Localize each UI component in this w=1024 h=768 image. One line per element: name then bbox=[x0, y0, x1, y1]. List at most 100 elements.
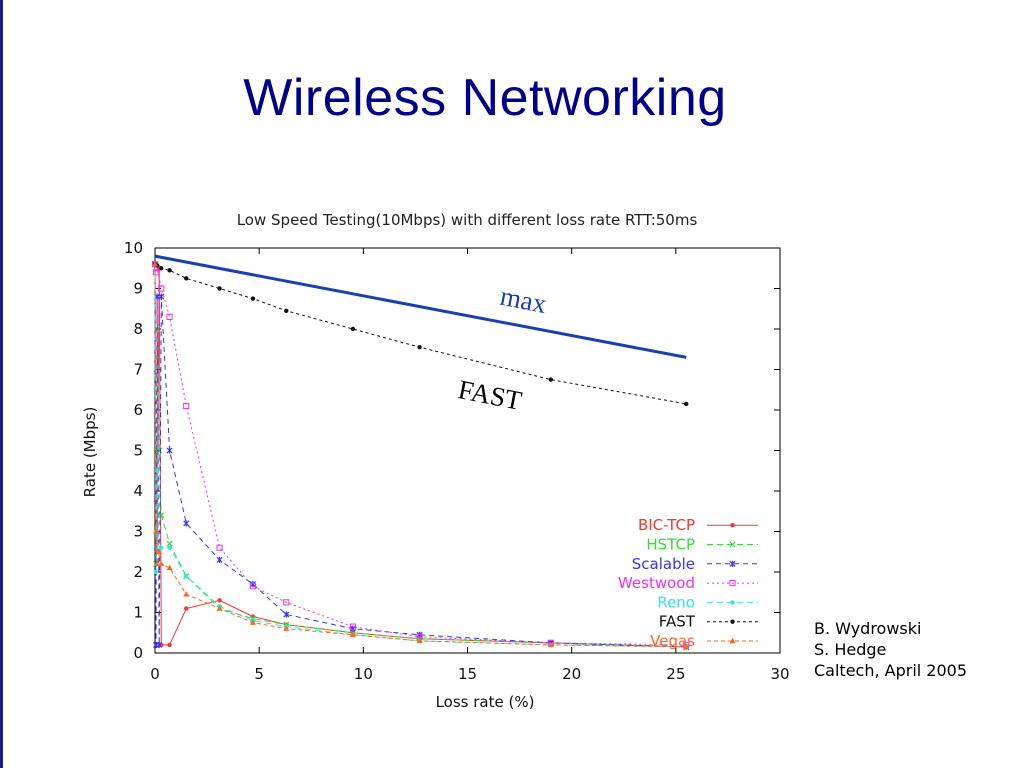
data-point bbox=[159, 266, 164, 271]
data-point bbox=[156, 548, 163, 554]
legend-label: HSTCP bbox=[646, 536, 695, 554]
series-line bbox=[154, 264, 687, 648]
data-point bbox=[166, 540, 173, 547]
data-point bbox=[156, 641, 163, 648]
data-point bbox=[349, 623, 357, 630]
y-tick-label: 3 bbox=[133, 523, 143, 541]
data-point bbox=[250, 296, 256, 301]
data-point bbox=[183, 402, 190, 410]
series-line bbox=[154, 264, 687, 648]
max-line bbox=[154, 254, 687, 359]
data-point bbox=[217, 286, 222, 291]
legend-label: FAST bbox=[659, 613, 696, 631]
credits: B. Wydrowski S. Hedge Caltech, April 200… bbox=[814, 618, 967, 681]
legend-item: Vegas bbox=[650, 632, 758, 650]
series-westwood bbox=[151, 261, 690, 648]
series-line bbox=[154, 264, 687, 646]
data-point bbox=[417, 345, 422, 350]
data-point bbox=[158, 293, 165, 300]
plot-area-frame bbox=[154, 247, 781, 654]
data-point bbox=[166, 313, 173, 320]
data-point bbox=[249, 583, 257, 590]
series-vegas bbox=[152, 261, 690, 650]
x-axis-label: Loss rate (%) bbox=[436, 693, 535, 711]
data-point bbox=[349, 631, 356, 637]
data-point bbox=[158, 560, 165, 567]
data-point bbox=[156, 447, 163, 454]
data-point bbox=[283, 611, 290, 618]
data-point bbox=[183, 591, 190, 597]
y-tick-label: 7 bbox=[133, 361, 143, 379]
y-tick-label: 0 bbox=[133, 644, 143, 662]
y-axis-label: Rate (Mbps) bbox=[81, 407, 99, 498]
y-tick-label: 2 bbox=[133, 563, 143, 581]
y-tick-label: 4 bbox=[133, 482, 143, 500]
y-tick-label: 8 bbox=[133, 320, 143, 338]
data-point bbox=[159, 545, 164, 550]
data-point bbox=[167, 642, 172, 648]
series-line bbox=[154, 264, 687, 648]
legend-label: Scalable bbox=[632, 555, 695, 573]
credit-author-2: S. Hedge bbox=[814, 640, 887, 659]
credit-author-1: B. Wydrowski bbox=[814, 619, 922, 638]
x-tick-label: 25 bbox=[666, 665, 685, 683]
y-tick-label: 6 bbox=[133, 401, 143, 419]
legend-marker bbox=[729, 560, 736, 567]
x-tick-label: 5 bbox=[254, 665, 264, 683]
data-point bbox=[154, 560, 161, 567]
legend-label: Reno bbox=[657, 593, 695, 611]
legend-marker bbox=[729, 541, 736, 548]
data-point bbox=[683, 643, 690, 650]
data-point bbox=[684, 401, 689, 407]
x-tick-label: 30 bbox=[770, 665, 789, 683]
data-point bbox=[217, 598, 222, 603]
data-point bbox=[167, 268, 172, 273]
data-point bbox=[548, 377, 554, 382]
series-lines bbox=[151, 261, 690, 651]
data-point bbox=[216, 605, 223, 611]
data-point bbox=[152, 269, 160, 276]
y-tick-label: 10 bbox=[124, 239, 143, 257]
data-point bbox=[283, 625, 290, 631]
y-tick-label: 1 bbox=[133, 604, 143, 622]
data-point bbox=[249, 581, 256, 588]
overlay-lines bbox=[154, 254, 687, 359]
x-tick-label: 0 bbox=[150, 665, 160, 683]
series-fast bbox=[152, 262, 689, 407]
legend-item: Scalable bbox=[632, 555, 758, 573]
legend-label: Westwood bbox=[618, 574, 695, 592]
legend-label: BIC-TCP bbox=[638, 516, 695, 534]
chart-title: Low Speed Testing(10Mbps) with different… bbox=[237, 211, 698, 229]
data-point bbox=[184, 276, 189, 281]
legend-marker bbox=[729, 637, 736, 644]
data-point bbox=[349, 625, 356, 632]
data-point bbox=[167, 545, 172, 550]
data-point bbox=[284, 308, 289, 313]
data-point bbox=[283, 599, 290, 606]
data-point bbox=[184, 606, 189, 611]
x-tick-label: 15 bbox=[458, 665, 477, 683]
data-point bbox=[153, 569, 159, 575]
legend-label: Vegas bbox=[650, 632, 695, 650]
y-tick-label: 5 bbox=[133, 442, 143, 460]
legend-item: BIC-TCP bbox=[638, 516, 758, 534]
legend-marker bbox=[730, 523, 735, 528]
data-point bbox=[183, 520, 190, 527]
data-point bbox=[166, 447, 173, 454]
data-point bbox=[158, 285, 165, 292]
data-point bbox=[184, 573, 189, 579]
data-point bbox=[350, 326, 356, 332]
x-tick-label: 10 bbox=[354, 665, 373, 683]
legend-item: HSTCP bbox=[646, 536, 758, 554]
data-point bbox=[152, 261, 158, 267]
legend-marker bbox=[729, 580, 736, 587]
legend-item: Reno bbox=[657, 593, 758, 611]
x-tick-label: 20 bbox=[562, 665, 581, 683]
legend-marker bbox=[730, 619, 735, 624]
y-tick-label: 9 bbox=[133, 280, 143, 298]
data-point bbox=[416, 637, 423, 644]
legend-marker bbox=[730, 600, 735, 605]
legend-item: FAST bbox=[659, 613, 758, 631]
